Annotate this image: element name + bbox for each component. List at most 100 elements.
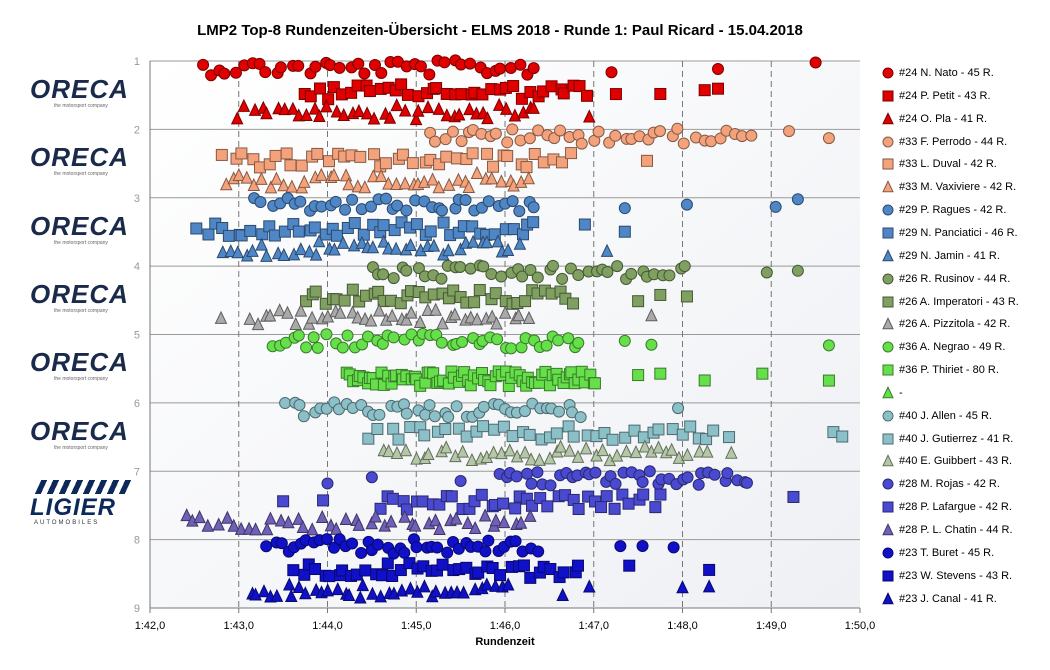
series-20 [180,508,537,536]
data-point [359,564,372,577]
data-point [304,90,317,103]
data-point [424,225,437,238]
data-point [680,290,693,303]
legend-entry: #40 E. Guibbert - 43 R. [880,452,1050,470]
data-point [379,157,392,170]
data-point [400,312,413,326]
data-point [528,147,541,160]
data-point [260,106,273,120]
data-point [307,331,320,344]
data-point [406,157,419,170]
data-point [433,521,446,535]
data-point [601,265,614,278]
data-point [516,270,529,283]
data-point [563,443,576,457]
data-point [368,148,381,161]
data-point [571,559,584,572]
data-point [446,125,459,138]
data-point [268,229,281,242]
data-point [470,165,484,179]
data-point [216,244,230,259]
circle-marker-icon [882,410,894,422]
data-point [614,540,627,553]
data-point [383,110,397,124]
circle-marker-icon [882,547,894,559]
data-point [485,171,499,185]
data-point [479,545,492,558]
data-point [377,234,391,248]
data-point [312,234,326,248]
data-point [336,235,350,249]
data-point [618,202,631,215]
data-point [573,80,586,93]
data-point [455,88,468,101]
data-point [364,313,378,327]
data-point [215,148,228,161]
data-point [287,564,300,577]
data-point [404,421,417,434]
data-point [494,569,507,582]
data-point [394,564,407,577]
data-point [611,260,624,273]
data-point [429,513,442,527]
logo-tagline: the motorsport company [54,307,108,314]
data-point [505,342,518,355]
data-point [571,449,585,463]
data-point [632,295,645,308]
data-point [454,242,467,256]
legend-marker [882,204,894,216]
data-point [389,241,403,255]
oreca-logo: ORECA the motorsport company [30,76,145,109]
legend-label: #23 T. Buret - 45 R. [899,546,995,559]
legend-marker [882,478,894,490]
data-point [333,61,346,74]
data-point [342,177,355,191]
data-point [477,400,490,413]
data-point [491,234,505,248]
data-point [636,539,649,552]
series-3 [424,122,835,150]
data-point [698,374,711,387]
data-point [608,502,621,515]
data-point [341,329,354,342]
data-point [465,452,479,466]
legend-marker [882,501,894,513]
legend-entry: #28 P. L. Chatin - 44 R. [880,521,1050,539]
data-point [374,168,388,182]
data-point [259,66,272,79]
data-point [354,150,367,163]
data-point [583,579,596,593]
series-9 [366,259,804,285]
series-11 [214,302,658,331]
legend-entry: #40 J. Gutierrez - 41 R. [880,430,1050,448]
data-point [544,479,557,492]
data-point [263,308,277,322]
data-point [491,333,504,346]
data-point [554,124,567,137]
data-point [527,62,540,75]
data-point [398,176,412,190]
data-point [745,129,758,142]
data-point [723,431,736,444]
data-point [836,430,849,443]
data-point [260,522,274,536]
data-point [527,216,540,229]
data-point [394,297,407,310]
data-point [385,308,399,322]
data-point [356,338,369,351]
data-point [487,160,500,173]
data-point [665,442,678,456]
data-point [489,513,503,527]
data-point [519,295,532,308]
data-point [197,58,210,71]
data-point [327,541,340,554]
data-point [433,498,446,511]
legend-marker [882,570,894,582]
data-point [557,566,570,579]
data-point [299,586,312,600]
data-point [712,82,724,95]
x-tick-label: 1:47,0 [578,620,609,632]
data-point [429,302,442,316]
logo-tagline: the motorsport company [54,376,108,383]
